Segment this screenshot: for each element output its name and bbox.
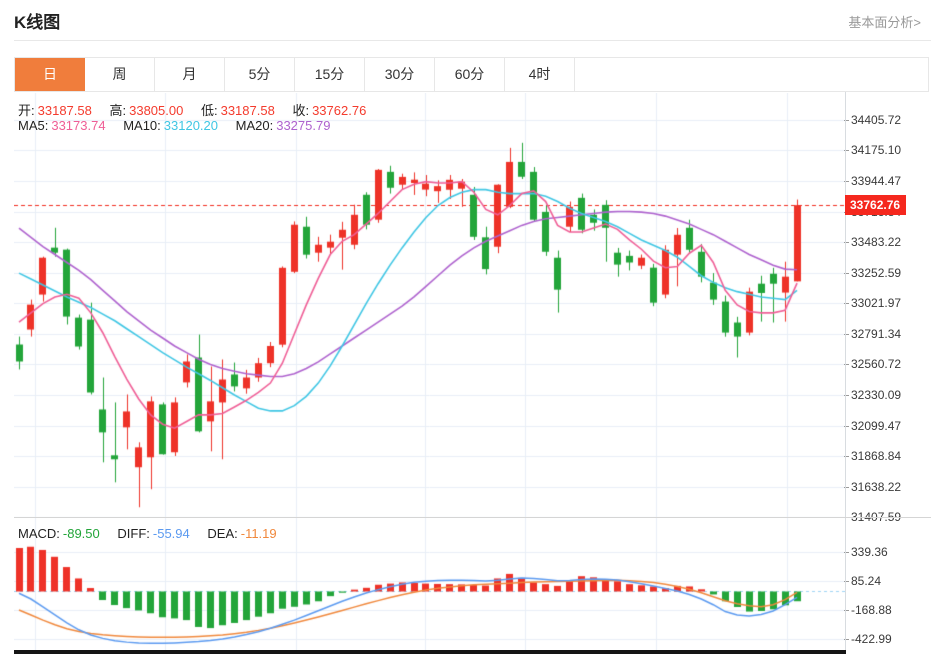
y-axis-label: 33252.59 <box>851 266 902 280</box>
tab-daily[interactable]: 日 <box>15 58 85 91</box>
y-axis-tick <box>844 303 849 304</box>
close-value: 收: 33762.76 <box>292 103 367 118</box>
ma5-value: MA5: 33173.74 <box>18 118 106 133</box>
dea-value: DEA: -11.19 <box>207 526 277 541</box>
y-axis-label: 31638.22 <box>851 480 902 494</box>
ohlc-legend: 开: 33187.58 高: 33805.00 低: 33187.58 收: 33762… <box>18 100 380 119</box>
y-axis-tick <box>844 552 849 553</box>
y-axis-tick <box>844 610 849 611</box>
y-axis-tick <box>844 181 849 182</box>
y-axis-label: -168.88 <box>851 603 892 617</box>
current-price-tag: 33762.76 <box>845 195 907 215</box>
y-axis-label: 32791.34 <box>851 327 902 341</box>
y-axis-label: 34405.72 <box>851 113 902 127</box>
fundamental-analysis-link[interactable]: 基本面分析> <box>848 15 921 30</box>
panel-divider <box>14 517 931 518</box>
tab-60min[interactable]: 60分 <box>435 58 505 91</box>
y-axis-label: 85.24 <box>851 574 882 588</box>
ma-legend: MA5: 33173.74 MA10: 33120.20 MA20: 33275.79 <box>18 118 344 133</box>
macd-value: MACD: -89.50 <box>18 526 100 541</box>
page-title: K线图 <box>14 13 61 32</box>
y-axis-tick <box>844 456 849 457</box>
y-axis-label: 339.36 <box>851 545 888 559</box>
y-axis-tick <box>844 242 849 243</box>
y-axis-tick <box>844 581 849 582</box>
y-axis-label: 33021.97 <box>851 296 902 310</box>
macd-chart-canvas[interactable] <box>14 518 845 650</box>
axis-separator <box>845 92 846 650</box>
low-value: 低: 33187.58 <box>200 103 275 118</box>
y-axis-label: 31868.84 <box>851 449 902 463</box>
main-chart-canvas[interactable] <box>14 93 845 518</box>
y-axis-label: 32099.47 <box>851 419 902 433</box>
tab-monthly[interactable]: 月 <box>155 58 225 91</box>
tab-weekly[interactable]: 周 <box>85 58 155 91</box>
diff-value: DIFF: -55.94 <box>117 526 190 541</box>
ma20-value: MA20: 33275.79 <box>235 118 331 133</box>
y-axis-label: 33483.22 <box>851 235 902 249</box>
y-axis-tick <box>844 395 849 396</box>
y-axis-label: -422.99 <box>851 632 892 646</box>
y-axis-tick <box>844 426 849 427</box>
y-axis-tick <box>844 364 849 365</box>
y-axis-label: 34175.10 <box>851 143 902 157</box>
y-axis-tick <box>844 150 849 151</box>
y-axis-tick <box>844 120 849 121</box>
period-tabbar: 日 周 月 5分 15分 30分 60分 4时 <box>14 57 929 92</box>
bottom-border <box>14 650 846 654</box>
y-axis-tick <box>844 273 849 274</box>
tab-15min[interactable]: 15分 <box>295 58 365 91</box>
y-axis-label: 32330.09 <box>851 388 902 402</box>
y-axis-tick <box>844 487 849 488</box>
high-value: 高: 33805.00 <box>109 103 184 118</box>
open-value: 开: 33187.58 <box>18 103 92 118</box>
tab-5min[interactable]: 5分 <box>225 58 295 91</box>
tab-30min[interactable]: 30分 <box>365 58 435 91</box>
ma10-value: MA10: 33120.20 <box>123 118 219 133</box>
y-axis-tick <box>844 639 849 640</box>
y-axis-label: 33944.47 <box>851 174 902 188</box>
y-axis-tick <box>844 334 849 335</box>
tab-4hour[interactable]: 4时 <box>505 58 575 91</box>
macd-legend: MACD: -89.50 DIFF: -55.94 DEA: -11.19 <box>18 526 291 541</box>
title-divider <box>14 40 931 41</box>
y-axis-label: 32560.72 <box>851 357 902 371</box>
